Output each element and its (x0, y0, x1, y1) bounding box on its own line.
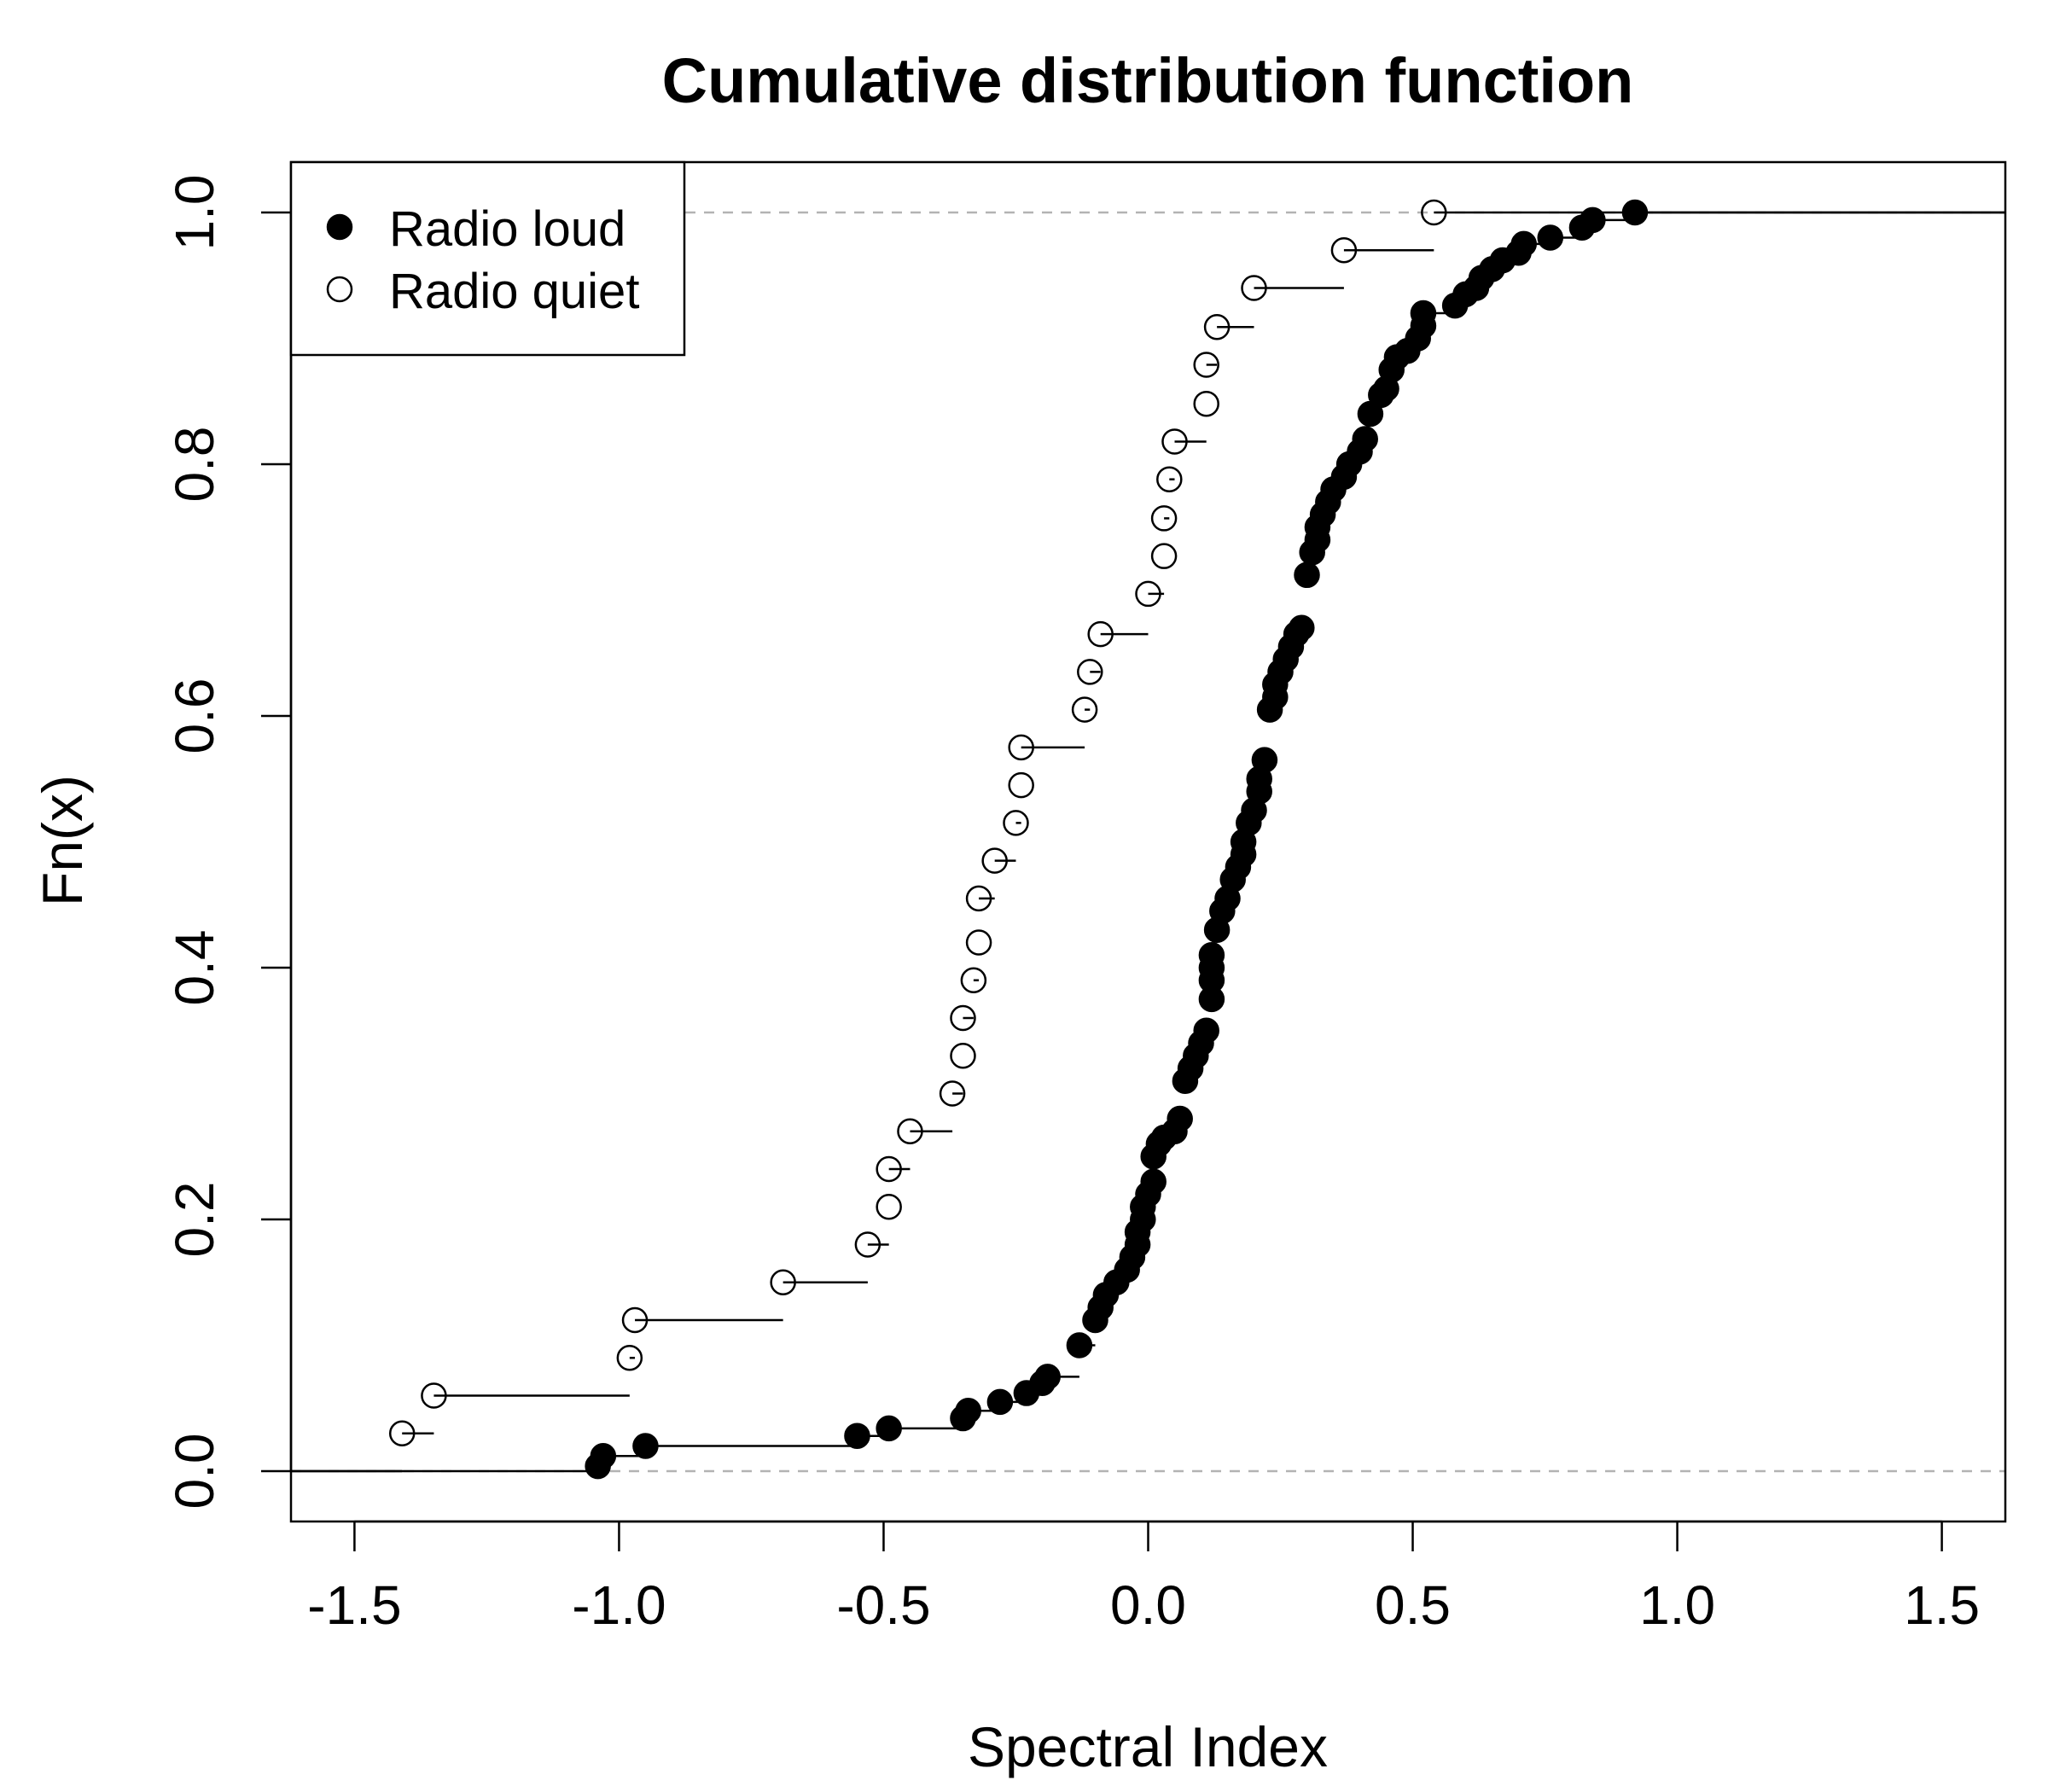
radio-quiet-point (1003, 810, 1029, 836)
legend-label-radio-loud: Radio loud (389, 201, 625, 257)
y-tick-label: 0.2 (164, 1182, 225, 1258)
radio-loud-point (590, 1443, 617, 1469)
radio-loud-point (986, 1388, 1014, 1416)
radio-loud-point (1034, 1364, 1061, 1390)
legend-marker-radio-loud (326, 213, 353, 241)
legend: Radio loud Radio quiet (289, 160, 686, 357)
radio-quiet-point (421, 1382, 447, 1409)
radio-loud-point (876, 1415, 902, 1442)
radio-quiet-point (1135, 580, 1161, 608)
reference-lines (291, 211, 2005, 1473)
radio-quiet-point (1161, 428, 1188, 455)
radio-quiet-point (616, 1345, 643, 1371)
x-tick-label: 1.0 (1639, 1574, 1715, 1636)
radio-loud-point (1193, 1017, 1219, 1044)
radio-loud-point (1352, 426, 1378, 452)
x-tick-label: 0.5 (1375, 1574, 1451, 1636)
radio-loud-point (1251, 747, 1278, 773)
radio-quiet-point (1008, 734, 1034, 761)
radio-quiet-point (1421, 199, 1447, 226)
radio-loud-point (955, 1397, 981, 1424)
radio-quiet-point (854, 1231, 881, 1258)
legend-label-radio-quiet: Radio quiet (389, 264, 639, 319)
radio-loud-point (844, 1423, 870, 1449)
radio-quiet-point (950, 1043, 976, 1069)
radio-quiet-point (1193, 352, 1219, 378)
radio-quiet-point (1330, 237, 1358, 264)
radio-quiet-point (1203, 313, 1231, 340)
y-tick-label: 0.8 (164, 427, 225, 503)
radio-quiet-point (1241, 275, 1267, 301)
radio-quiet-point (388, 1420, 416, 1446)
radio-quiet-point (1071, 696, 1098, 723)
radio-quiet-point (1193, 390, 1219, 417)
x-tick-label: -0.5 (836, 1574, 930, 1636)
radio-quiet-point (965, 885, 992, 912)
radio-quiet-point (960, 967, 987, 993)
radio-quiet-point (1087, 620, 1114, 648)
radio-quiet-point (1150, 505, 1178, 532)
radio-loud-point (1621, 199, 1649, 226)
x-axis: -1.5 -1.0 -0.5 0.0 0.5 1.0 1.5 (307, 1520, 1980, 1636)
radio-quiet-point (876, 1194, 902, 1220)
radio-quiet-point (1008, 771, 1034, 799)
radio-loud-point (1140, 1168, 1167, 1195)
y-tick-label: 0.6 (164, 678, 225, 754)
radio-loud-point (1537, 224, 1563, 251)
radio-loud-point (1167, 1105, 1193, 1132)
y-tick-label: 0.0 (164, 1434, 225, 1510)
data-points (388, 199, 1649, 1480)
radio-quiet-point (1077, 659, 1103, 685)
legend-marker-radio-quiet (326, 276, 353, 303)
y-axis: 0.0 0.2 0.4 0.6 0.8 1.0 (164, 175, 293, 1510)
radio-loud-point (632, 1433, 659, 1459)
radio-quiet-point (939, 1080, 966, 1107)
radio-quiet-point (965, 929, 992, 956)
radio-quiet-point (950, 1004, 976, 1032)
radio-loud-point (1580, 207, 1606, 234)
radio-loud-point (1510, 230, 1537, 258)
radio-loud-point (1410, 300, 1437, 327)
radio-loud-point (1066, 1332, 1093, 1359)
x-tick-label: -1.0 (572, 1574, 666, 1636)
radio-loud-point (1198, 942, 1225, 969)
y-tick-label: 0.4 (164, 930, 225, 1006)
x-tick-label: 1.5 (1904, 1574, 1980, 1636)
radio-quiet-point (1150, 543, 1178, 569)
step-segments (291, 211, 2005, 1473)
radio-quiet-point (981, 847, 1008, 874)
x-tick-label: -1.5 (307, 1574, 401, 1636)
radio-quiet-point (770, 1269, 796, 1295)
radio-quiet-point (876, 1155, 902, 1183)
x-tick-label: 0.0 (1110, 1574, 1186, 1636)
y-tick-label: 1.0 (164, 175, 225, 251)
radio-loud-point (1289, 614, 1315, 641)
plot-frame (289, 160, 2007, 1523)
chart-title: Cumulative distribution function (662, 45, 1634, 116)
x-axis-label: Spectral Index (968, 1715, 1328, 1778)
y-axis-label: Fn(x) (31, 775, 94, 906)
radio-quiet-point (1156, 466, 1183, 492)
legend-box (289, 160, 686, 357)
radio-loud-point (1294, 561, 1320, 589)
radio-quiet-point (621, 1306, 649, 1334)
radio-quiet-point (897, 1118, 923, 1144)
